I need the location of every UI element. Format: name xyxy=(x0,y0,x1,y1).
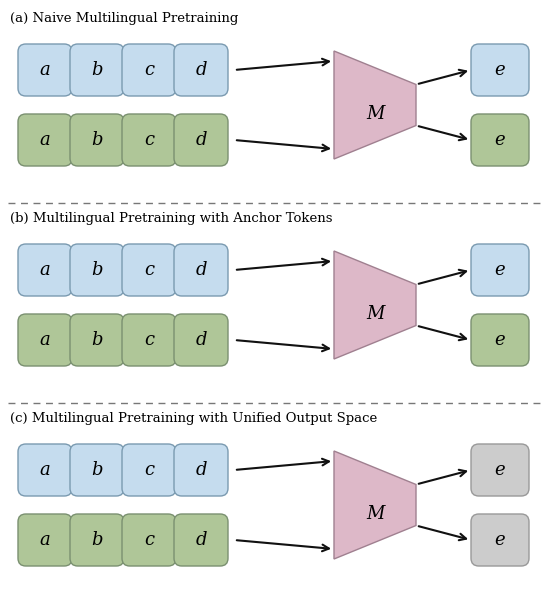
Text: c: c xyxy=(144,461,154,479)
Text: (a) Naive Multilingual Pretraining: (a) Naive Multilingual Pretraining xyxy=(10,12,238,25)
FancyBboxPatch shape xyxy=(18,114,72,166)
FancyBboxPatch shape xyxy=(122,314,176,366)
Text: b: b xyxy=(91,461,103,479)
Text: c: c xyxy=(144,61,154,79)
FancyBboxPatch shape xyxy=(471,44,529,96)
FancyBboxPatch shape xyxy=(70,314,124,366)
FancyBboxPatch shape xyxy=(471,444,529,496)
Text: b: b xyxy=(91,131,103,149)
FancyBboxPatch shape xyxy=(174,444,228,496)
FancyBboxPatch shape xyxy=(174,244,228,296)
FancyBboxPatch shape xyxy=(70,444,124,496)
Polygon shape xyxy=(334,451,416,559)
FancyBboxPatch shape xyxy=(174,514,228,566)
FancyBboxPatch shape xyxy=(70,114,124,166)
FancyBboxPatch shape xyxy=(174,314,228,366)
FancyBboxPatch shape xyxy=(122,44,176,96)
FancyBboxPatch shape xyxy=(70,244,124,296)
Text: b: b xyxy=(91,531,103,549)
FancyBboxPatch shape xyxy=(18,314,72,366)
Text: a: a xyxy=(40,461,50,479)
Text: d: d xyxy=(195,461,207,479)
FancyBboxPatch shape xyxy=(18,444,72,496)
FancyBboxPatch shape xyxy=(122,244,176,296)
Text: (c) Multilingual Pretraining with Unified Output Space: (c) Multilingual Pretraining with Unifie… xyxy=(10,412,377,425)
Text: c: c xyxy=(144,531,154,549)
FancyBboxPatch shape xyxy=(70,44,124,96)
Text: e: e xyxy=(495,131,505,149)
Text: a: a xyxy=(40,331,50,349)
FancyBboxPatch shape xyxy=(122,514,176,566)
Text: e: e xyxy=(495,461,505,479)
Text: c: c xyxy=(144,261,154,279)
Text: a: a xyxy=(40,261,50,279)
Text: (b) Multilingual Pretraining with Anchor Tokens: (b) Multilingual Pretraining with Anchor… xyxy=(10,212,332,225)
FancyBboxPatch shape xyxy=(18,44,72,96)
FancyBboxPatch shape xyxy=(471,244,529,296)
Text: b: b xyxy=(91,61,103,79)
FancyBboxPatch shape xyxy=(471,314,529,366)
Text: a: a xyxy=(40,61,50,79)
Text: b: b xyxy=(91,331,103,349)
Polygon shape xyxy=(334,251,416,359)
FancyBboxPatch shape xyxy=(174,44,228,96)
Text: d: d xyxy=(195,61,207,79)
Text: M: M xyxy=(366,105,384,123)
Text: M: M xyxy=(366,304,384,323)
Text: b: b xyxy=(91,261,103,279)
FancyBboxPatch shape xyxy=(70,514,124,566)
Text: e: e xyxy=(495,261,505,279)
FancyBboxPatch shape xyxy=(471,114,529,166)
Text: a: a xyxy=(40,131,50,149)
FancyBboxPatch shape xyxy=(122,444,176,496)
Text: e: e xyxy=(495,531,505,549)
Text: c: c xyxy=(144,331,154,349)
Text: d: d xyxy=(195,331,207,349)
Text: d: d xyxy=(195,531,207,549)
Text: e: e xyxy=(495,331,505,349)
Polygon shape xyxy=(334,51,416,159)
FancyBboxPatch shape xyxy=(18,514,72,566)
Text: M: M xyxy=(366,504,384,523)
Text: d: d xyxy=(195,131,207,149)
Text: a: a xyxy=(40,531,50,549)
FancyBboxPatch shape xyxy=(122,114,176,166)
FancyBboxPatch shape xyxy=(471,514,529,566)
FancyBboxPatch shape xyxy=(174,114,228,166)
Text: c: c xyxy=(144,131,154,149)
Text: d: d xyxy=(195,261,207,279)
FancyBboxPatch shape xyxy=(18,244,72,296)
Text: e: e xyxy=(495,61,505,79)
